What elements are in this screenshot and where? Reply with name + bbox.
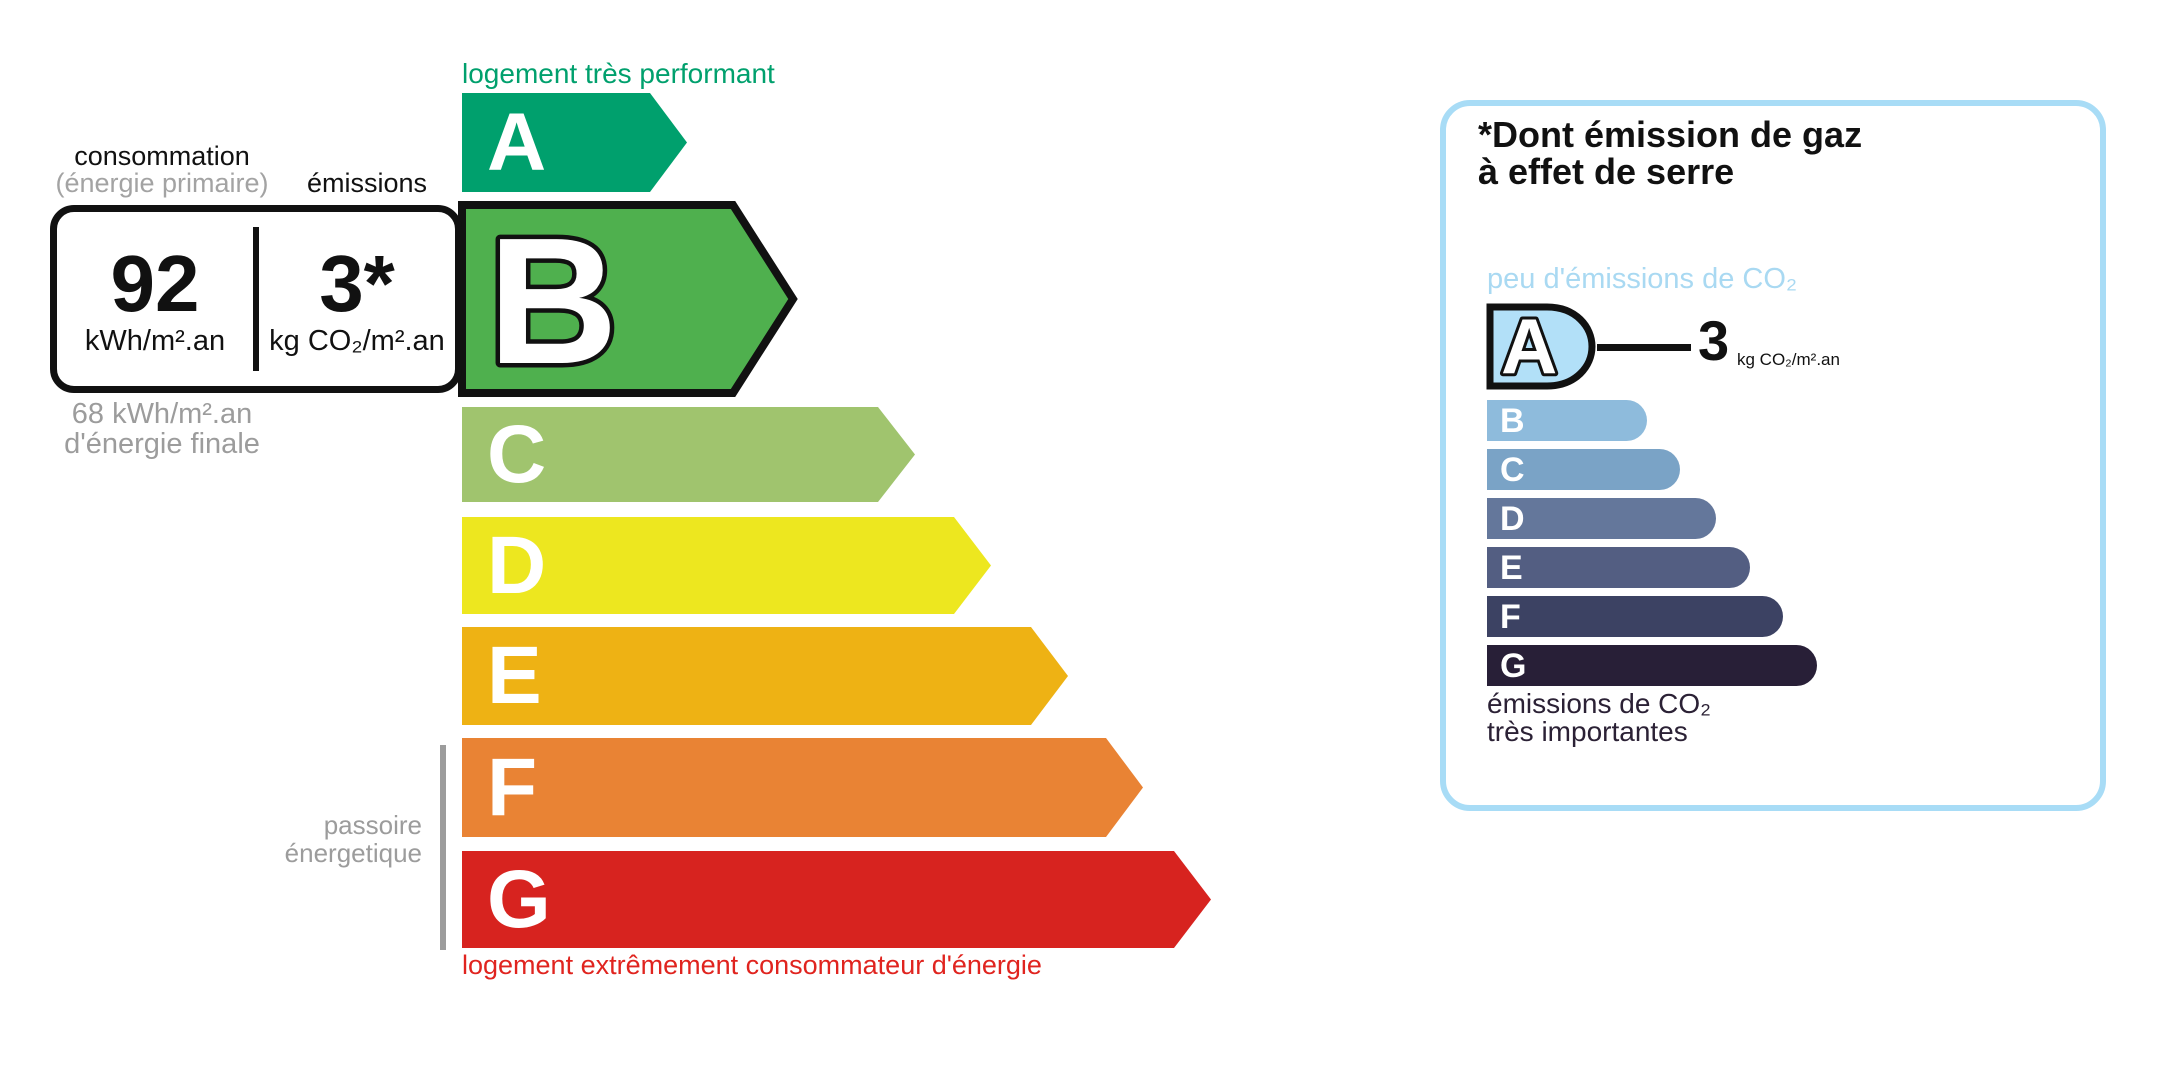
energy-class-d-arrow: D	[462, 517, 991, 614]
co2-high-line2: très importantes	[1487, 716, 1688, 747]
co2-panel-title: *Dont émission de gaz à effet de serre	[1478, 116, 1862, 190]
energy-class-letter: C	[487, 408, 547, 500]
co2-title-line2: à effet de serre	[1478, 151, 1735, 192]
co2-class-letter: E	[1500, 548, 1523, 587]
consumption-cell: 92 kWh/m².an	[57, 212, 253, 386]
energy-class-letter: E	[487, 630, 542, 721]
co2-class-e-bar: E	[1487, 547, 1750, 588]
consumption-unit: kWh/m².an	[84, 325, 226, 357]
co2-class-b-bar: B	[1487, 400, 1647, 441]
co2-class-g-bar: G	[1487, 645, 1817, 686]
energy-class-f-arrow: F	[462, 738, 1143, 837]
value-box: 92 kWh/m².an 3* kg CO₂/m².an	[50, 205, 462, 393]
co2-low-emissions-label: peu d'émissions de CO₂	[1487, 263, 1798, 295]
emissions-cell: 3* kg CO₂/m².an	[259, 212, 455, 386]
co2-class-f-bar: F	[1487, 596, 1783, 637]
co2-class-letter: F	[1500, 597, 1521, 636]
co2-class-letter: C	[1500, 450, 1525, 489]
consumption-label: consommation	[74, 141, 250, 171]
co2-badge-shape	[1486, 303, 1596, 390]
energy-sieve-line2: énergetique	[284, 838, 422, 868]
final-energy-line1: 68 kWh/m².an	[71, 398, 253, 430]
co2-class-c-bar: C	[1487, 449, 1680, 490]
co2-class-d-bar: D	[1487, 498, 1716, 539]
co2-title-line1: *Dont émission de gaz	[1478, 114, 1863, 155]
co2-high-line1: émissions de CO₂	[1487, 688, 1712, 719]
energy-sieve-bracket	[440, 745, 446, 950]
energy-class-letter: D	[487, 519, 547, 611]
co2-value-unit: kg CO₂/m².an	[1737, 350, 1840, 369]
final-energy-note: 68 kWh/m².an d'énergie finale	[50, 399, 274, 459]
consumption-value: 92	[110, 239, 200, 328]
energy-class-b-arrow-current: B	[458, 197, 798, 401]
bottom-performance-label: logement extrêmement consommateur d'éner…	[462, 950, 1042, 980]
energy-class-letter: A	[487, 96, 547, 188]
final-energy-line2: d'énergie finale	[64, 428, 260, 460]
current-arrow-shape	[458, 201, 798, 397]
co2-class-letter: D	[1500, 499, 1525, 538]
energy-sieve-label: passoire énergetique	[200, 811, 422, 867]
current-arrow-letter: B	[488, 201, 618, 401]
energy-class-letter: G	[487, 853, 551, 945]
emissions-unit: kg CO₂/m².an	[269, 325, 445, 357]
co2-pointer-line	[1597, 344, 1691, 351]
emissions-value: 3*	[319, 239, 395, 328]
co2-class-letter: G	[1500, 646, 1527, 685]
top-performance-label: logement très performant	[462, 58, 775, 89]
co2-class-a-badge: A	[1486, 301, 1596, 392]
co2-badge-letter: A	[1501, 302, 1557, 390]
co2-value: 3	[1698, 309, 1730, 372]
energy-class-a-arrow: A	[462, 93, 687, 192]
energy-class-e-arrow: E	[462, 627, 1068, 725]
energy-class-c-arrow: C	[462, 407, 915, 502]
value-box-divider	[253, 227, 259, 371]
co2-high-emissions-label: émissions de CO₂ très importantes	[1487, 690, 1711, 746]
energy-class-g-arrow: G	[462, 851, 1211, 948]
energy-sieve-line1: passoire	[323, 810, 422, 840]
primary-energy-label: (énergie primaire)	[55, 168, 269, 198]
energy-class-letter: F	[487, 741, 538, 833]
emissions-label: émissions	[306, 168, 428, 198]
co2-class-letter: B	[1500, 401, 1525, 440]
